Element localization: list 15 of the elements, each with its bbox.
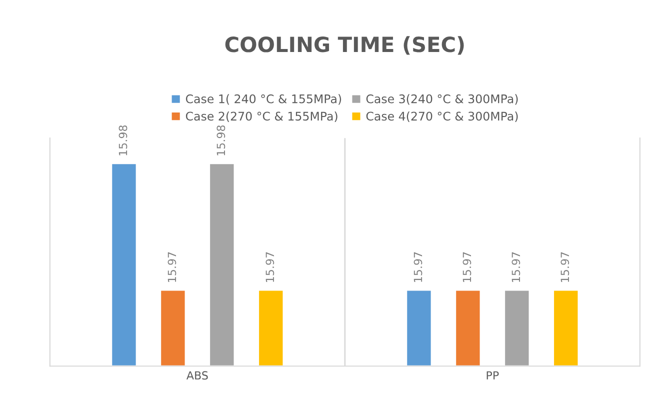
data-label: 15.97 (512, 252, 520, 282)
data-label: 15.97 (462, 252, 472, 282)
data-label: 15.97 (168, 252, 176, 282)
data-label: 15.98 (216, 125, 226, 156)
legend-label: Case 2(270 °C & 155MPa) (186, 112, 338, 122)
x-tick-label: ABS (186, 371, 208, 380)
chart-title: COOLING TIME (SEC) (225, 36, 464, 55)
legend-label: Case 3(240 °C & 300MPa) (366, 94, 518, 105)
legend-label: Case 4(270 °C & 300MPa) (366, 112, 518, 122)
data-label: 15.98 (118, 125, 128, 156)
data-label: 15.97 (266, 252, 274, 282)
legend-label: Case 1( 240 °C & 155MPa) (186, 94, 342, 105)
x-tick-label: PP (486, 371, 499, 380)
data-label: 15.97 (414, 252, 422, 282)
data-label: 15.97 (560, 252, 570, 282)
